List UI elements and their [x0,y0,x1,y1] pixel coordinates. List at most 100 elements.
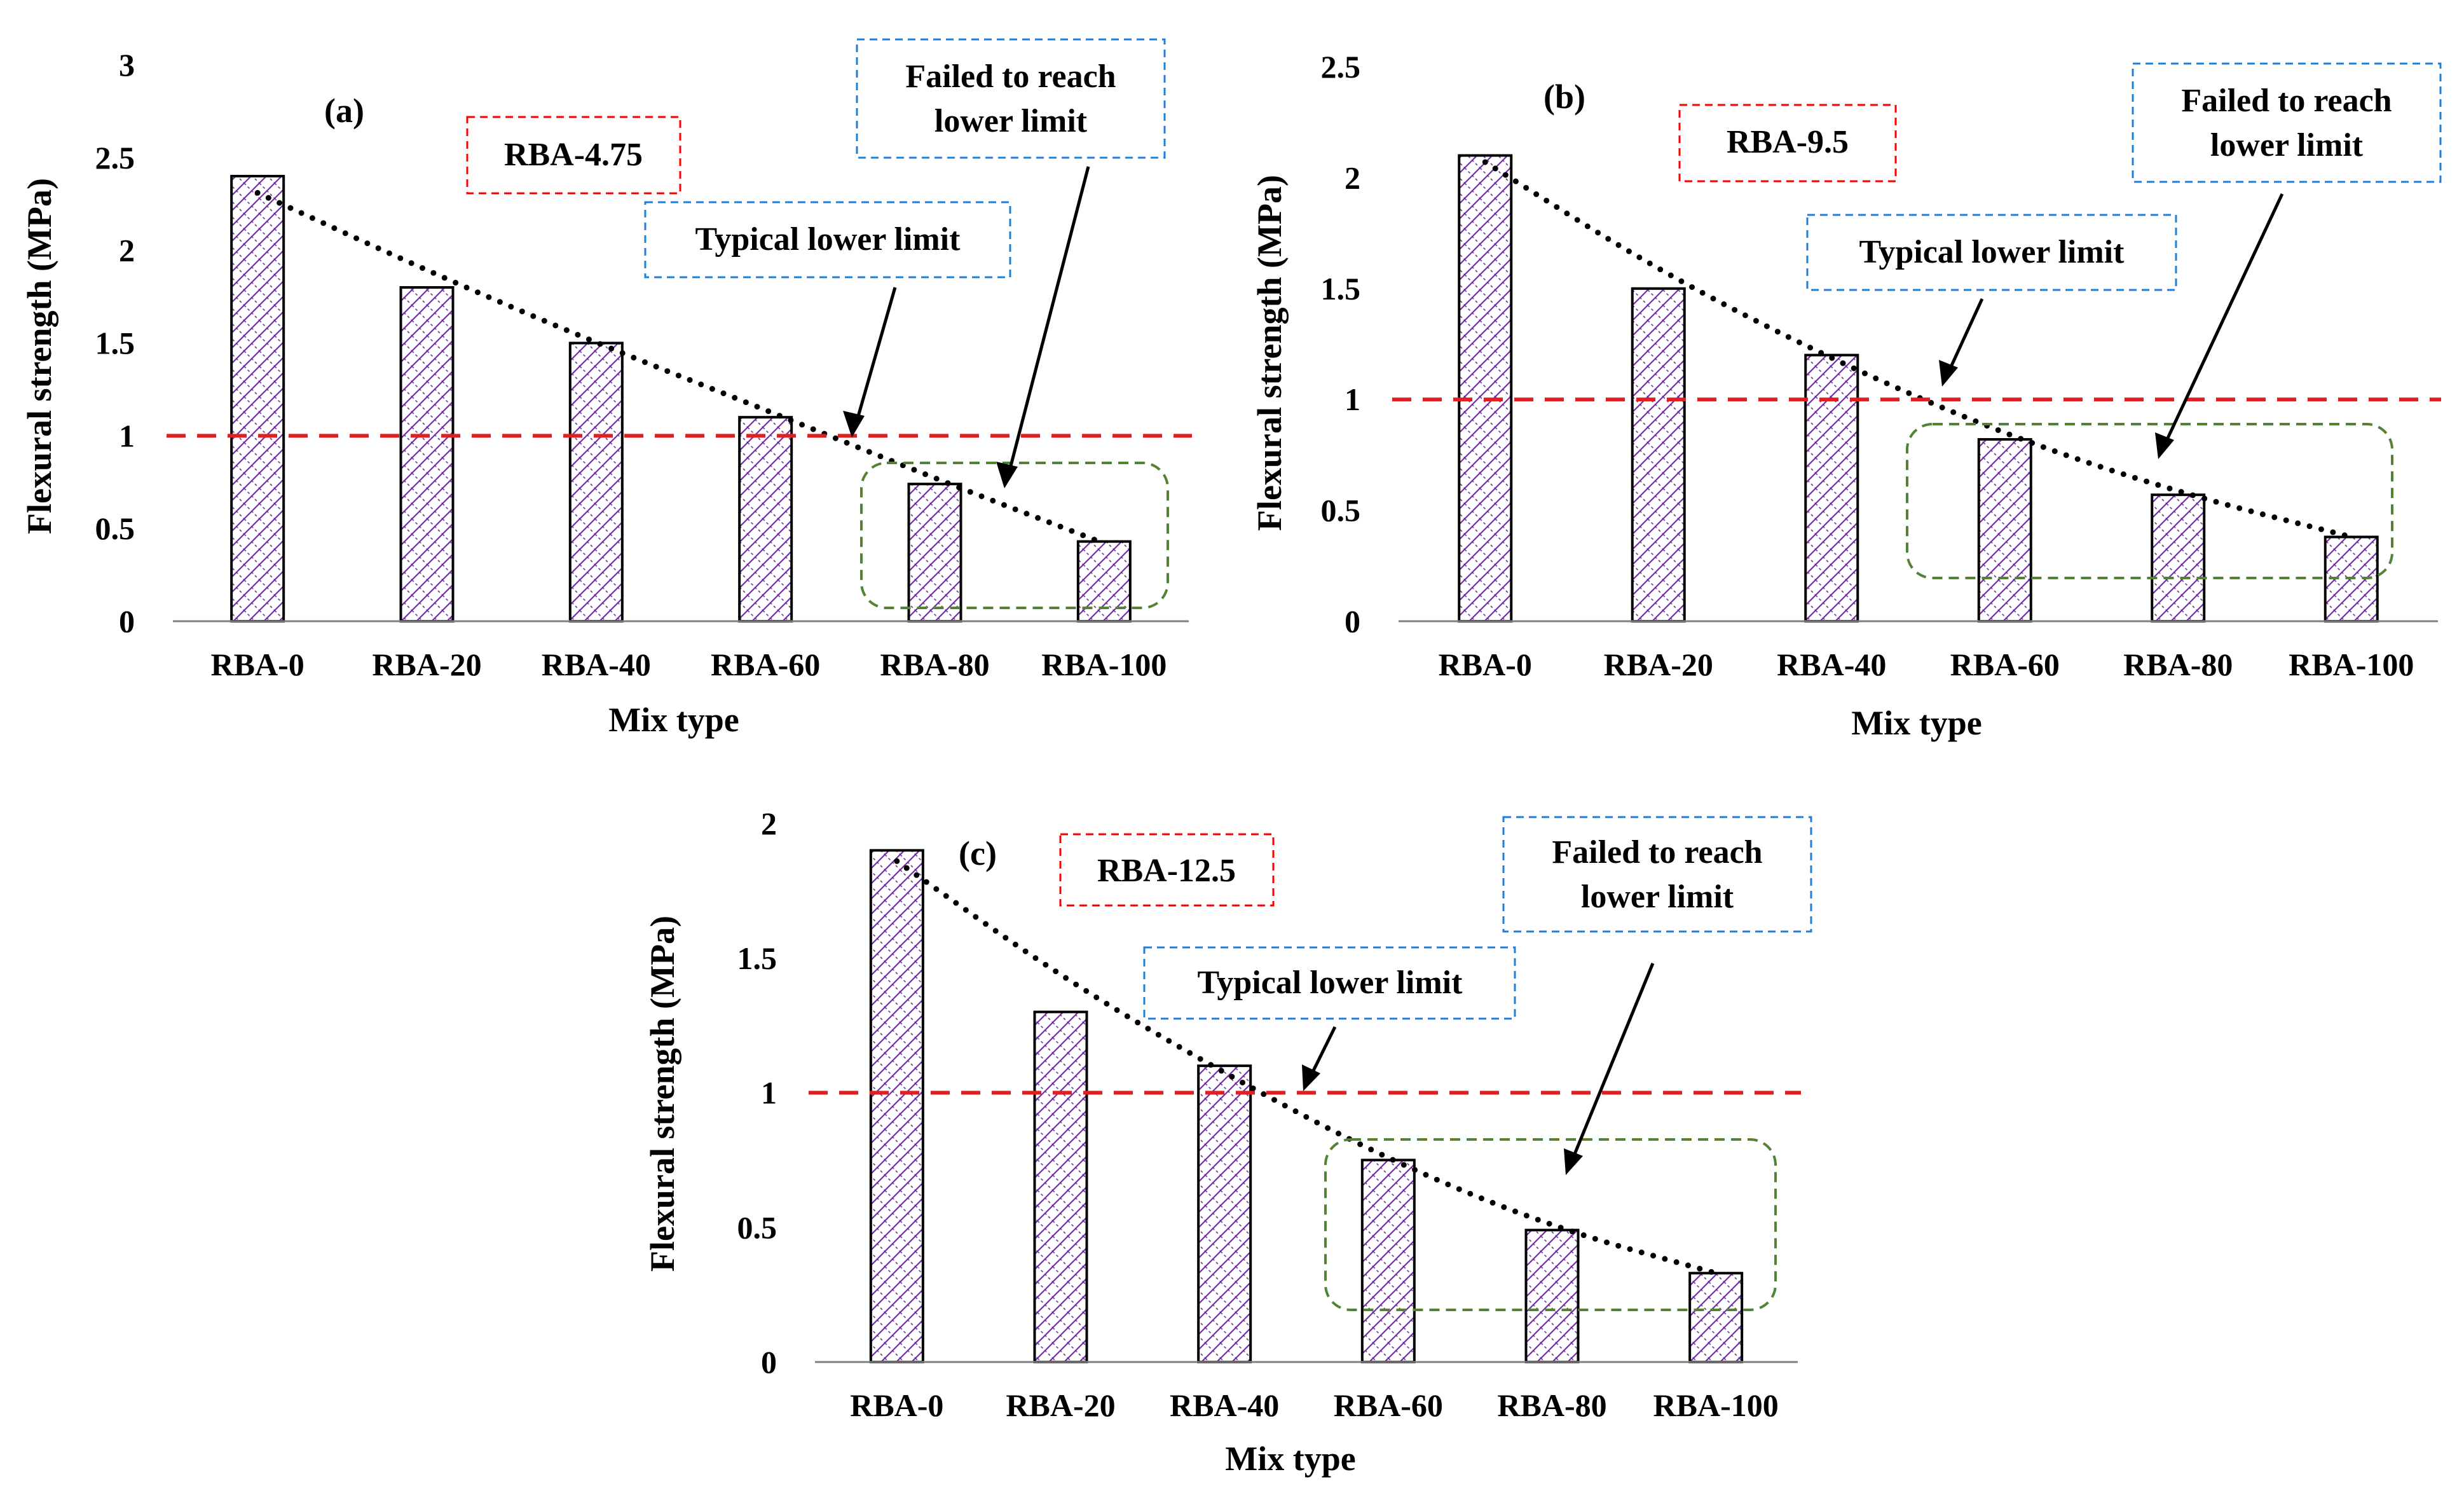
x-tick-label-rba-0: RBA-0 [1439,647,1532,682]
panel-label-b: (b) [1543,78,1585,116]
bar-rba-40 [1804,354,1859,623]
panel-label-c: (c) [959,834,997,872]
trendline-path-a [254,189,1107,546]
y-axis-title-c: Flexural strength (MPa) [643,916,681,1272]
x-axis-ticks-a: RBA-0 RBA-20 RBA-40 RBA-60 RBA-80 RBA-100 [211,647,1167,682]
bar-rba-20 [1033,1010,1088,1363]
bar-rba-80 [1524,1228,1580,1363]
y-axis-ticks-c: 0 0.5 1 1.5 2 [737,806,777,1380]
x-tick-label-rba-60: RBA-60 [1334,1387,1443,1423]
x-tick-label-rba-20: RBA-20 [1006,1387,1115,1423]
failed-group-box-c [1324,1138,1777,1311]
x-tick-label-rba-0: RBA-0 [211,647,305,682]
y-axis-ticks-b: 0 0.5 1 1.5 2 2.5 [1321,49,1361,639]
failed-annotation-box-a [856,38,1166,159]
x-tick-label-rba-40: RBA-40 [1777,647,1886,682]
panel-label-a: (a) [324,92,364,130]
x-tick-label-rba-80: RBA-80 [2123,647,2233,682]
failed-annotation-line2-b: lower limit [2210,127,2364,163]
y-tick-label-a: 1.5 [95,326,135,361]
typical-lower-limit-label-c: Typical lower limit [1198,965,1463,1001]
y-tick-label-a: 2 [119,233,135,268]
series-label-a: RBA-4.75 [504,137,643,173]
x-tick-label-rba-40: RBA-40 [1170,1387,1279,1423]
typical-lower-limit-label-a: Typical lower limit [695,221,961,258]
failed-arrow-a [1006,166,1090,479]
series-label-box-b [1678,104,1897,182]
y-tick-label-c: 0 [761,1344,777,1380]
failed-annotation-line2-c: lower limit [1581,879,1734,915]
bar-rba-80 [2151,493,2206,623]
typical-arrowhead-c [1302,1064,1320,1091]
bar-rba-60 [1360,1159,1416,1363]
trendline-path-c [894,858,1719,1276]
chart-panel-a: 00.511.522.53 RBA-0 RBA-20 RBA-40 RBA-60 RBA… [20,38,1192,739]
bar-rba-0 [869,849,924,1363]
x-tick-label-rba-80: RBA-80 [880,647,989,682]
failed-arrow-b [2161,193,2284,450]
y-axis-title-a: Flexural strength (MPa) [20,178,58,534]
bar-rba-40 [1197,1064,1252,1364]
x-tick-label-rba-20: RBA-20 [372,647,481,682]
y-tick-label-a: 0.5 [95,511,135,546]
bar-rba-20 [1631,287,1686,623]
y-tick-label-a: 2.5 [95,140,135,175]
y-tick-label-b: 0.5 [1321,493,1361,528]
bars-b [1458,154,2379,623]
y-tick-label-a: 1 [119,418,135,453]
x-tick-label-rba-60: RBA-60 [1950,647,2060,682]
series-label-b: RBA-9.5 [1727,124,1849,160]
typical-lower-limit-label-b: Typical lower limit [1859,234,2125,270]
x-tick-label-rba-80: RBA-80 [1497,1387,1606,1423]
failed-arrowhead-a [996,462,1018,488]
x-tick-label-rba-100: RBA-100 [1041,647,1167,682]
failed-annotation-line2-a: lower limit [934,103,1088,139]
x-tick-label-rba-40: RBA-40 [542,647,651,682]
bar-rba-60 [738,416,793,623]
typical-lower-limit-box-a [644,201,1011,279]
series-label-c: RBA-12.5 [1097,853,1236,889]
series-label-box-a [466,116,681,195]
chart-panel-c: 00.511.52 RBA-0 RBA-20 RBA-40 RBA-60 RBA-80 R… [643,806,1812,1478]
x-axis-ticks-c: RBA-0 RBA-20 RBA-40 RBA-60 RBA-80 RBA-100 [850,1387,1779,1423]
x-axis-title-c: Mix type [1225,1440,1355,1478]
y-tick-label-a: 3 [119,47,135,83]
x-tick-label-rba-100: RBA-100 [1653,1387,1779,1423]
typical-arrow-a [853,287,897,428]
trendline-c [894,858,1719,1276]
typical-lower-limit-box-c [1143,946,1516,1020]
bar-rba-0 [1458,154,1513,623]
y-tick-label-b: 2 [1345,160,1360,195]
typical-lower-limit-box-b [1806,214,2177,291]
x-tick-label-rba-20: RBA-20 [1604,647,1713,682]
y-tick-label-c: 2 [761,806,777,841]
y-tick-label-c: 1 [761,1075,777,1111]
bar-rba-20 [399,286,455,623]
x-axis-ticks-b: RBA-0 RBA-20 RBA-40 RBA-60 RBA-80 RBA-100 [1439,647,2414,682]
x-tick-label-rba-60: RBA-60 [711,647,820,682]
bar-rba-60 [1977,437,2032,623]
y-tick-label-c: 0.5 [737,1209,777,1245]
y-tick-label-a: 0 [119,603,135,639]
y-axis-title-b: Flexural strength (MPa) [1250,175,1289,531]
bar-rba-0 [230,175,285,623]
typical-arrowhead-b [1939,360,1958,387]
trendline-b [1482,159,2355,540]
y-tick-label-c: 1.5 [737,940,777,976]
bar-rba-100 [1688,1272,1744,1363]
failed-annotation-box-b [2132,62,2442,183]
bar-rba-100 [1076,540,1132,623]
x-axis-title-a: Mix type [608,701,739,739]
failed-annotation-line1-c: Failed to reach [1552,834,1762,870]
y-tick-label-b: 0 [1345,603,1360,639]
bar-rba-80 [907,483,962,623]
typical-arrow-b [1945,298,1984,378]
failed-arrowhead-c [1564,1148,1583,1175]
y-tick-label-b: 1.5 [1321,271,1361,306]
bars-c [869,849,1744,1364]
x-tick-label-rba-0: RBA-0 [850,1387,943,1423]
trendline-path-b [1482,159,2355,540]
failed-group-box-b [1906,423,2393,579]
trendline-a [254,189,1107,546]
